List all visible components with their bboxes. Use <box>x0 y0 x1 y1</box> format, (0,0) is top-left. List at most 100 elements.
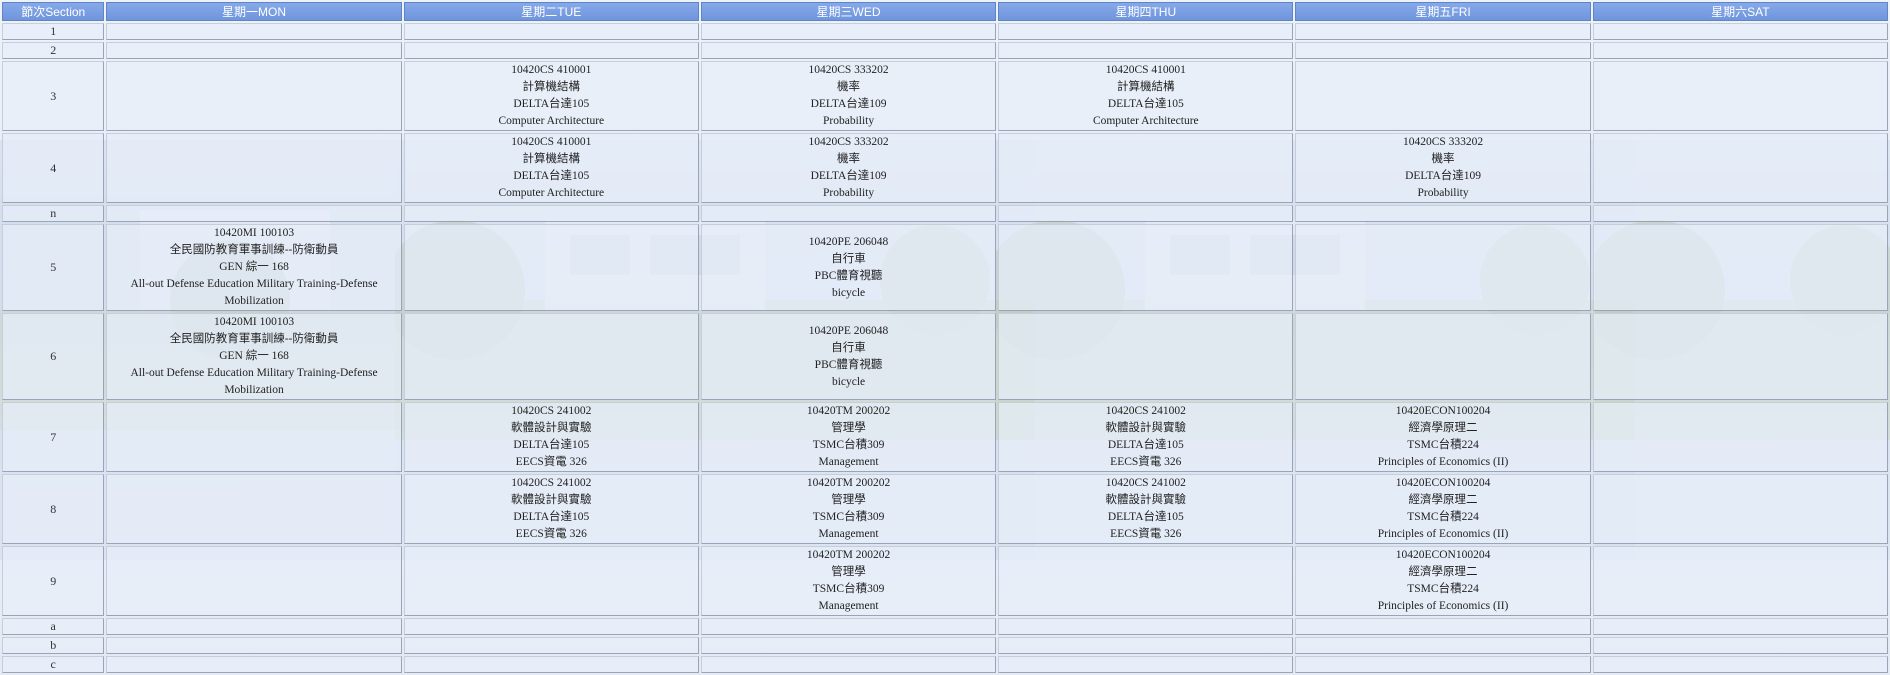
course-name-zh: 全民國防教育軍事訓練--防衛動員 <box>169 244 339 256</box>
empty-slot <box>403 618 699 635</box>
course-name-en: All-out Defense Education Military Train… <box>130 278 378 307</box>
course-entry: 10420CS 241002 軟體設計與實驗 DELTA台達105 EECS資電 32… <box>1001 475 1290 543</box>
empty-slot <box>403 23 699 40</box>
course-room: TSMC台積309 <box>812 583 885 595</box>
section-label: 9 <box>2 546 105 616</box>
section-label: b <box>2 637 105 654</box>
empty-slot <box>403 224 699 311</box>
course-slot: 10420CS 333202 機率 DELTA台達109 Probability <box>700 61 997 131</box>
empty-slot <box>1592 546 1888 616</box>
empty-slot <box>1295 61 1591 131</box>
course-name-en: Computer Architecture <box>1092 115 1199 127</box>
empty-slot <box>106 618 402 635</box>
course-code: 10420ECON100204 <box>1395 549 1491 561</box>
course-slot: 10420ECON100204 經濟學原理二 TSMC台積224 Principles… <box>1295 546 1591 616</box>
course-name-en: EECS資電 326 <box>1110 456 1182 468</box>
header-day-mon: 星期一MON <box>106 2 402 21</box>
course-name-zh: 經濟學原理二 <box>1408 494 1478 506</box>
empty-slot <box>998 23 1294 40</box>
course-room: TSMC台積224 <box>1407 439 1479 451</box>
course-code: 10420CS 333202 <box>1402 136 1484 148</box>
course-code: 10420CS 241002 <box>511 477 592 489</box>
empty-slot <box>1592 133 1888 203</box>
course-code: 10420CS 410001 <box>1105 64 1186 76</box>
course-entry: 10420CS 333202 機率 DELTA台達109 Probability <box>704 62 993 130</box>
section-label: 5 <box>2 224 105 311</box>
header-day-wed: 星期三WED <box>700 2 997 21</box>
timetable-row: 9 10420TM 200202 管理學 TSMC台積309 Management 104… <box>2 546 1888 616</box>
course-room: DELTA台達109 <box>810 98 887 110</box>
course-name-zh: 軟體設計與實驗 <box>511 422 592 434</box>
course-entry: 10420ECON100204 經濟學原理二 TSMC台積224 Principles… <box>1298 403 1587 471</box>
empty-slot <box>403 205 699 222</box>
course-name-en: bicycle <box>831 375 866 388</box>
course-name-zh: 軟體設計與實驗 <box>1105 422 1187 434</box>
course-name-zh: 自行車 <box>831 252 866 265</box>
section-label: 1 <box>2 23 105 40</box>
empty-slot <box>700 618 997 635</box>
empty-slot <box>403 656 699 673</box>
course-name-zh: 計算機結構 <box>1117 81 1175 93</box>
course-code: 10420TM 200202 <box>806 405 891 417</box>
course-slot: 10420CS 410001 計算機結構 DELTA台達105 Computer Ar… <box>403 61 699 131</box>
section-label: 7 <box>2 402 105 472</box>
course-slot: 10420MI 100103 全民國防教育軍事訓練--防衛動員 GEN 綜一 168… <box>106 313 402 400</box>
timetable-row: b <box>2 637 1888 654</box>
empty-slot <box>700 656 997 673</box>
course-entry: 10420ECON100204 經濟學原理二 TSMC台積224 Principles… <box>1298 547 1587 615</box>
course-code: 10420CS 241002 <box>1105 405 1186 417</box>
course-room: GEN 綜一 168 <box>219 261 289 273</box>
timetable-row: 1 <box>2 23 1888 40</box>
course-room: DELTA台達105 <box>513 439 590 451</box>
course-name-en: Principles of Economics (II) <box>1377 456 1509 468</box>
course-entry: 10420PE 206048 自行車 PBC體育視聽 bicycle <box>704 234 993 302</box>
course-name-zh: 全民國防教育軍事訓練--防衛動員 <box>169 333 339 345</box>
timetable-row: c <box>2 656 1888 673</box>
course-room: DELTA台達105 <box>513 511 590 523</box>
course-entry: 10420MI 100103 全民國防教育軍事訓練--防衛動員 GEN 綜一 168… <box>109 225 398 310</box>
course-name-zh: 管理學 <box>831 566 866 578</box>
course-name-en: EECS資電 326 <box>515 528 587 540</box>
course-room: PBC體育視聽 <box>814 269 883 282</box>
course-code: 10420MI 100103 <box>213 227 295 239</box>
empty-slot <box>106 205 402 222</box>
empty-slot <box>1295 618 1591 635</box>
course-slot: 10420CS 241002 軟體設計與實驗 DELTA台達105 EECS資電 32… <box>998 474 1294 544</box>
course-slot: 10420CS 333202 機率 DELTA台達109 Probability <box>700 133 997 203</box>
timetable-body: 1 2 3 10420CS 410001 計算機結構 DELTA台達105 Computer… <box>2 23 1888 673</box>
empty-slot <box>998 313 1294 400</box>
course-name-en: Management <box>818 600 879 612</box>
empty-slot <box>1592 313 1888 400</box>
empty-slot <box>1295 313 1591 400</box>
header-day-tue: 星期二TUE <box>403 2 699 21</box>
course-name-en: Principles of Economics (II) <box>1377 528 1509 540</box>
timetable-row: 7 10420CS 241002 軟體設計與實驗 DELTA台達105 EECS資電 3… <box>2 402 1888 472</box>
course-name-en: Management <box>818 528 879 540</box>
course-slot: 10420CS 410001 計算機結構 DELTA台達105 Computer Ar… <box>403 133 699 203</box>
header-day-fri: 星期五FRI <box>1295 2 1591 21</box>
empty-slot <box>106 61 402 131</box>
empty-slot <box>998 656 1294 673</box>
course-name-zh: 計算機結構 <box>522 153 581 165</box>
course-slot: 10420CS 241002 軟體設計與實驗 DELTA台達105 EECS資電 32… <box>998 402 1294 472</box>
course-name-zh: 計算機結構 <box>522 81 581 93</box>
course-room: PBC體育視聽 <box>814 358 883 371</box>
header-section: 節次Section <box>2 2 105 21</box>
empty-slot <box>1592 402 1888 472</box>
course-code: 10420CS 241002 <box>511 405 592 417</box>
course-room: DELTA台達105 <box>513 98 590 110</box>
course-name-zh: 機率 <box>837 81 861 93</box>
course-name-en: Probability <box>1417 187 1469 199</box>
course-code: 10420PE 206048 <box>808 235 889 248</box>
empty-slot <box>1295 224 1591 311</box>
section-label: 8 <box>2 474 105 544</box>
course-entry: 10420CS 410001 計算機結構 DELTA台達105 Computer Ar… <box>407 62 696 130</box>
empty-slot <box>998 546 1294 616</box>
course-slot: 10420TM 200202 管理學 TSMC台積309 Management <box>700 402 997 472</box>
course-slot: 10420PE 206048 自行車 PBC體育視聽 bicycle <box>700 313 997 400</box>
course-room: DELTA台達105 <box>513 170 590 182</box>
section-label: 2 <box>2 42 105 59</box>
empty-slot <box>403 42 699 59</box>
course-room: DELTA台達109 <box>1405 170 1482 182</box>
